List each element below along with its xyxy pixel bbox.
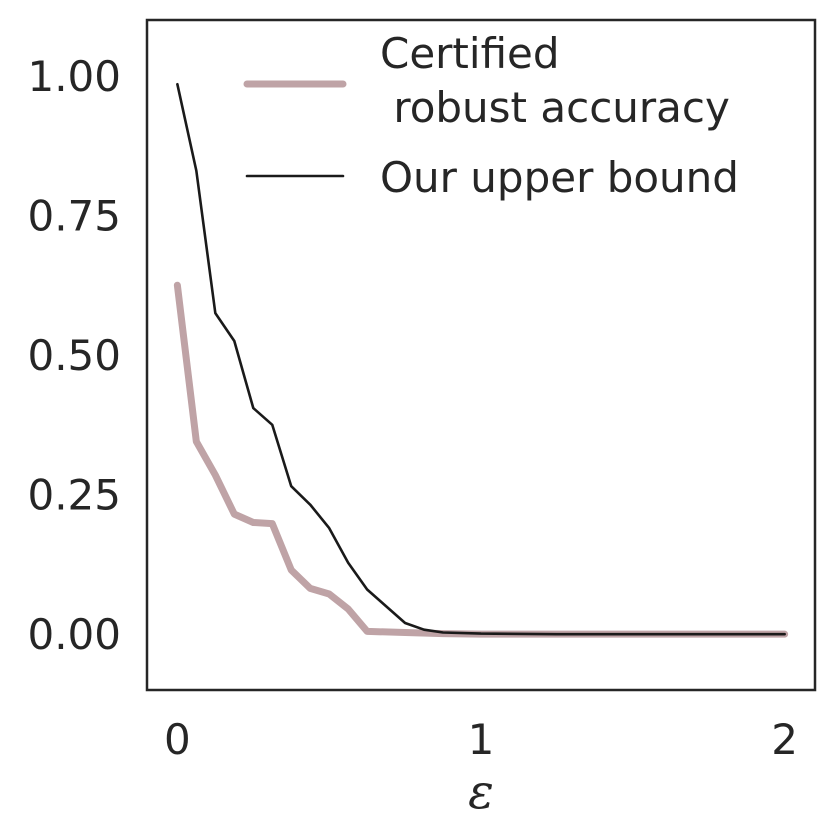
legend-label: Our upper bound <box>380 153 739 202</box>
y-axis: 0.00 0.25 0.50 0.75 1.00 <box>27 52 121 659</box>
y-tick-label: 0.75 <box>27 191 121 240</box>
x-axis-label: ε <box>468 764 494 820</box>
legend-item-our-upper-bound: Our upper bound <box>245 153 739 202</box>
x-axis: 0 1 2 <box>164 715 798 764</box>
x-tick-label: 0 <box>164 715 191 764</box>
plot-frame <box>145 18 817 692</box>
legend: Certified robust accuracy Our upper bound <box>243 29 739 202</box>
y-tick-label: 0.50 <box>27 331 121 380</box>
x-tick-label: 2 <box>771 715 798 764</box>
y-tick-label: 0.00 <box>27 610 121 659</box>
y-tick-label: 1.00 <box>27 52 121 101</box>
legend-label: Certified robust accuracy <box>380 29 730 132</box>
x-tick-label: 1 <box>468 715 495 764</box>
series-line-our-upper-bound <box>176 82 786 636</box>
y-tick-label: 0.25 <box>27 471 121 520</box>
plot-area <box>173 82 789 638</box>
legend-item-certified-robust-accuracy: Certified robust accuracy <box>243 29 730 132</box>
